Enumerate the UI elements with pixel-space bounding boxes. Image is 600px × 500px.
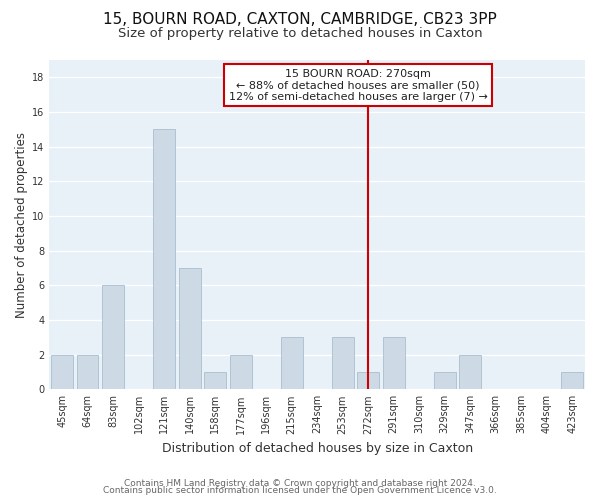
- Bar: [281, 338, 302, 390]
- Bar: [103, 286, 124, 390]
- Text: Contains HM Land Registry data © Crown copyright and database right 2024.: Contains HM Land Registry data © Crown c…: [124, 478, 476, 488]
- Bar: [205, 372, 226, 390]
- Y-axis label: Number of detached properties: Number of detached properties: [15, 132, 28, 318]
- Bar: [332, 338, 353, 390]
- Bar: [154, 130, 175, 390]
- X-axis label: Distribution of detached houses by size in Caxton: Distribution of detached houses by size …: [161, 442, 473, 455]
- Bar: [52, 354, 73, 390]
- Bar: [230, 354, 251, 390]
- Text: Size of property relative to detached houses in Caxton: Size of property relative to detached ho…: [118, 28, 482, 40]
- Text: 15 BOURN ROAD: 270sqm
← 88% of detached houses are smaller (50)
12% of semi-deta: 15 BOURN ROAD: 270sqm ← 88% of detached …: [229, 68, 487, 102]
- Text: Contains public sector information licensed under the Open Government Licence v3: Contains public sector information licen…: [103, 486, 497, 495]
- Bar: [383, 338, 404, 390]
- Text: 15, BOURN ROAD, CAXTON, CAMBRIDGE, CB23 3PP: 15, BOURN ROAD, CAXTON, CAMBRIDGE, CB23 …: [103, 12, 497, 28]
- Bar: [562, 372, 583, 390]
- Bar: [358, 372, 379, 390]
- Bar: [179, 268, 200, 390]
- Bar: [77, 354, 98, 390]
- Bar: [434, 372, 455, 390]
- Bar: [460, 354, 481, 390]
